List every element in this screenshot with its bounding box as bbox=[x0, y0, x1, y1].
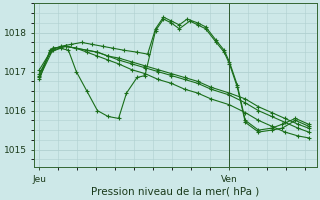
X-axis label: Pression niveau de la mer( hPa ): Pression niveau de la mer( hPa ) bbox=[91, 187, 260, 197]
